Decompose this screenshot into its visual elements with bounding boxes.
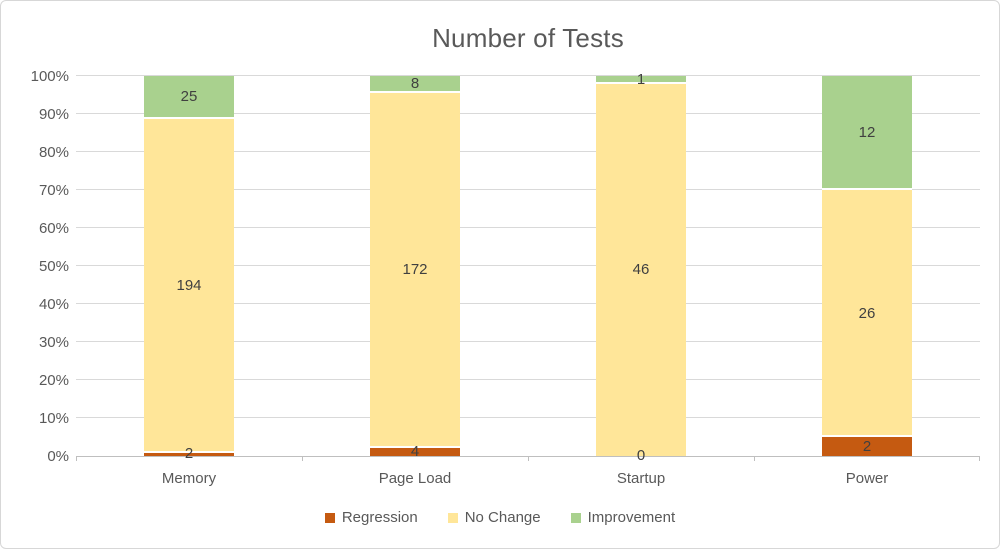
bar-segment-regression[interactable]: [822, 437, 912, 456]
bar-segment-improvement[interactable]: [144, 76, 234, 119]
y-axis-tick-label: 20%: [38, 371, 69, 389]
bar-startup[interactable]: 0 46 1: [596, 71, 686, 464]
legend-item-regression[interactable]: Regression: [324, 509, 418, 526]
y-axis-tick-label: 30%: [38, 333, 69, 351]
legend: Regression No Change Improvement: [1, 509, 999, 526]
category-slot: 2 194 25: [76, 76, 302, 462]
legend-item-label: Regression: [341, 509, 418, 526]
bar-segment-no-change[interactable]: [596, 84, 686, 456]
bar-segment-improvement[interactable]: [822, 76, 912, 190]
legend-item-label: Improvement: [587, 509, 676, 526]
legend-item-label: No Change: [464, 509, 541, 526]
gridline: [76, 151, 980, 152]
legend-swatch-icon: [570, 512, 581, 523]
x-axis-category-label: Startup: [616, 470, 666, 487]
category-slot: 4 172 8: [302, 75, 528, 460]
legend-item-improvement[interactable]: Improvement: [570, 509, 676, 526]
x-axis-category-label: Memory: [161, 470, 217, 487]
bar-segment-no-change[interactable]: [822, 190, 912, 437]
y-axis-tick-label: 90%: [38, 105, 69, 123]
bar-slots: 2 194 25 4 172 8 0 46 1 2 26 12: [76, 71, 980, 464]
gridline: [76, 417, 980, 418]
plot-area: 2 194 25 4 172 8 0 46 1 2 26 12 Memory Page Load Star…: [76, 71, 980, 487]
x-axis-tick: [754, 456, 755, 461]
x-axis-tick: [76, 456, 77, 461]
x-axis-tick: [302, 456, 303, 461]
x-axis-tick: [528, 456, 529, 461]
legend-swatch-icon: [447, 512, 458, 523]
gridline: [76, 189, 980, 190]
bar-power[interactable]: 2 26 12: [822, 76, 912, 456]
gridline: [76, 227, 980, 228]
gridline: [76, 113, 980, 114]
y-axis-tick-label: 10%: [38, 409, 69, 427]
category-slot: 0 46 1: [528, 71, 754, 464]
gridline: [76, 341, 980, 342]
bar-segment-improvement[interactable]: [596, 76, 686, 85]
bar-segment-regression[interactable]: [370, 447, 460, 456]
y-axis-tick-label: 50%: [38, 257, 69, 275]
gridline: [76, 379, 980, 380]
y-axis-tick-label: 70%: [38, 181, 69, 199]
y-axis-tick-label: 40%: [38, 295, 69, 313]
y-axis-tick-label: 60%: [38, 219, 69, 237]
legend-item-no-change[interactable]: No Change: [447, 509, 541, 526]
y-axis-tick-label: 0%: [47, 447, 69, 465]
gridline: [76, 303, 980, 304]
chart-title: Number of Tests: [432, 23, 624, 53]
bar-segment-regression[interactable]: [144, 452, 234, 456]
bar-memory[interactable]: 2 194 25: [144, 76, 234, 462]
bar-page-load[interactable]: 4 172 8: [370, 75, 460, 460]
gridline: [76, 265, 980, 266]
x-axis-category-label: Page Load: [378, 470, 452, 487]
gridline: [76, 75, 980, 76]
bar-segment-no-change[interactable]: [144, 119, 234, 453]
x-axis-tick: [979, 456, 980, 461]
category-slot: 2 26 12: [754, 76, 980, 456]
y-axis-tick-label: 100%: [30, 67, 69, 85]
legend-swatch-icon: [324, 512, 335, 523]
bar-segment-no-change[interactable]: [370, 92, 460, 448]
y-axis-tick-label: 80%: [38, 143, 69, 161]
bar-segment-improvement[interactable]: [370, 76, 460, 93]
x-axis-category-label: Power: [845, 470, 889, 487]
